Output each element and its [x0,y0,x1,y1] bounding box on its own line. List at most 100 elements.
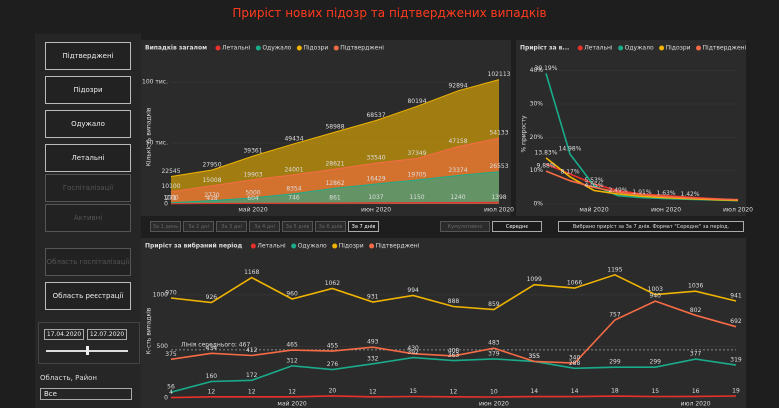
data-label: 2770 [204,192,219,199]
data-label: 1150 [409,194,424,201]
data-label: 332 [367,355,379,362]
region-dropdown[interactable]: Все [40,388,132,400]
legend-label: Підозри [666,45,691,52]
legend-label: Підтверджені [376,243,420,250]
y-tick-label: 100 тис. [142,79,168,86]
legend-swatch [618,45,624,51]
data-label: 926 [206,294,218,301]
data-label: 12 [288,388,296,395]
data-label: 1099 [527,276,542,283]
data-label: 12 [450,388,458,395]
data-label: 56 [167,384,175,391]
line [170,79,500,177]
data-label: 68537 [366,112,385,119]
data-label: 5.53% [584,177,603,184]
period-button[interactable]: За 5 днів [282,221,313,232]
y-axis-label: % приросту [521,115,528,153]
period-button[interactable]: За 6 днів [315,221,346,232]
legend-swatch [659,45,665,51]
data-label: 1195 [607,266,622,273]
data-label: 8.17% [560,168,579,175]
area [171,171,499,204]
line [170,395,737,399]
mode-button[interactable]: Середнє [492,221,542,232]
legend-label: Підозри [303,45,328,52]
legend-label: Летальні [257,243,286,250]
legend-swatch [333,45,339,51]
data-label: 970 [165,290,177,297]
line [170,171,500,204]
date-to[interactable]: 12.07.2020 [87,329,127,340]
data-label: 312 [286,357,298,364]
data-label: 49434 [284,135,303,142]
mode-button[interactable]: Кумулятивно [440,221,490,232]
data-label: 58988 [325,124,344,131]
x-tick-label: июн 2020 [651,207,681,214]
y-axis-label: Кількість випадків [146,107,153,166]
button[interactable]: Активні [45,204,131,232]
data-label: 377 [690,351,702,358]
data-label: 12862 [325,180,344,187]
data-label: 379 [488,350,500,357]
x-tick-label: июл 2020 [484,207,514,214]
data-label: 430 [407,345,419,352]
legend-swatch [577,45,583,51]
data-label: 14 [530,388,538,395]
button[interactable]: Госпіталізації [45,174,131,202]
legend-swatch [255,45,261,51]
legend-swatch [291,243,297,249]
date-from[interactable]: 17.04.2020 [44,329,84,340]
data-label: 22545 [161,168,180,175]
data-label: 418 [206,195,218,202]
data-label: 12 [248,388,256,395]
data-label: 375 [165,351,177,358]
data-label: 493 [367,339,379,346]
data-label: 19 [732,388,740,395]
data-label: 455 [327,343,339,350]
data-label: 355 [528,353,540,360]
line [170,300,737,364]
line [170,356,737,393]
data-label: 1.63% [656,190,675,197]
data-label: 39.19% [535,65,558,72]
data-label: 1066 [567,280,582,287]
data-label: 408 [448,347,460,354]
button[interactable]: Одужало [45,110,131,138]
data-label: 434 [206,345,218,352]
data-label: 39361 [243,148,262,155]
y-tick-label: 0 [164,201,168,208]
period-button[interactable]: За 3 дні [216,221,247,232]
button[interactable]: Область госпіталізації [45,248,131,276]
x-tick-label: май 2020 [238,207,267,214]
data-label: 14 [571,388,579,395]
data-label: 27950 [202,161,221,168]
y-tick-label: 20% [530,134,544,141]
period-button[interactable]: За 7 днів [348,221,379,232]
period-button[interactable]: За 4 дні [249,221,280,232]
button[interactable]: Область реєстрації [45,282,131,310]
chart-title: Випадків загалом [145,45,207,52]
data-label: 33540 [366,155,385,162]
data-label: 1062 [325,280,340,287]
slider-handle[interactable] [86,346,89,355]
period-button[interactable]: За 1 день [150,221,181,232]
button[interactable]: Підозри [45,76,131,104]
data-label: 1000 [163,194,178,201]
data-label: 16 [692,388,700,395]
data-label: 888 [448,298,460,305]
x-tick-label: июл 2020 [723,207,753,214]
panel [516,40,746,216]
data-label: 15008 [202,177,221,184]
legend-label: Підтверджені [703,45,747,52]
data-label: 14.98% [559,146,582,153]
data-label: 363 [448,352,460,359]
button[interactable]: Летальні [45,144,131,172]
y-tick-label: 0% [533,201,543,208]
period-button[interactable]: За 2 дні [183,221,214,232]
button[interactable]: Підтверджені [45,42,131,70]
data-label: 13.83% [535,149,558,156]
region-label: Область, Район [40,374,98,382]
x-tick-label: июл 2020 [681,401,711,408]
